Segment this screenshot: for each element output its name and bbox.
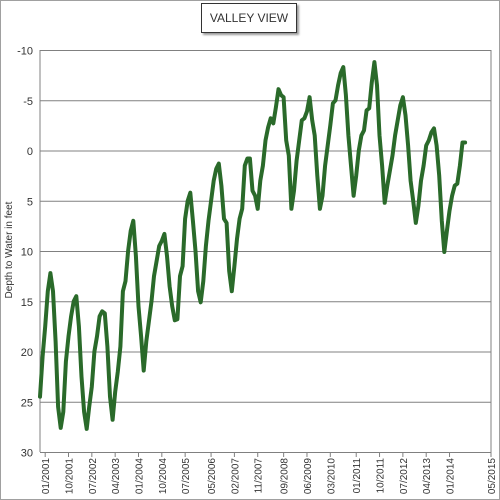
x-tick-label: 04/2013 [422, 458, 433, 495]
y-tick-label: -10 [17, 46, 33, 58]
y-tick-label: 20 [21, 347, 33, 359]
x-tick-label: 07/2005 [181, 458, 192, 495]
depth-series-line [38, 60, 468, 431]
x-tick-label: 10/2001 [65, 458, 76, 495]
y-tick-label: 15 [21, 297, 33, 309]
x-tick-label: 04/2003 [111, 458, 122, 495]
x-tick-label: 02/2007 [230, 458, 241, 495]
y-tick-label: 30 [21, 448, 33, 460]
x-tick-label: 01/2014 [446, 458, 457, 495]
x-tick-label: 10/2004 [158, 458, 169, 495]
tick-layer: -10 -5 0 5 10 15 20 25 30 01/2001 10/2001 07/2002 04… [17, 46, 498, 495]
x-tick-label: 05/2006 [207, 458, 218, 495]
y-tick-label: 10 [21, 247, 33, 259]
x-tick-label: 10/2011 [376, 458, 387, 494]
y-tick-label: 0 [27, 146, 33, 158]
x-tick-label: 01/2004 [134, 458, 145, 495]
x-tick-label: 09/2008 [280, 458, 291, 495]
x-tick-label: 05/2015 [487, 458, 498, 495]
y-tick-label: -5 [23, 96, 33, 108]
x-tick-label: 07/2002 [88, 458, 99, 495]
series-layer [38, 60, 468, 431]
x-tick-label: 03/2010 [326, 458, 337, 495]
grid-layer [39, 50, 492, 453]
x-tick-label: 11/2007 [254, 458, 265, 494]
y-tick-label: 25 [21, 397, 33, 409]
chart-title: VALLEY VIEW [201, 3, 297, 33]
x-tick-label: 01/2001 [41, 458, 52, 495]
x-tick-label: 06/2009 [303, 458, 314, 495]
x-tick-label: 01/2011 [352, 458, 363, 494]
y-axis-label: Depth to Water in feet [4, 201, 15, 298]
x-tick-label: 07/2012 [399, 458, 410, 495]
y-tick-label: 5 [27, 196, 33, 208]
